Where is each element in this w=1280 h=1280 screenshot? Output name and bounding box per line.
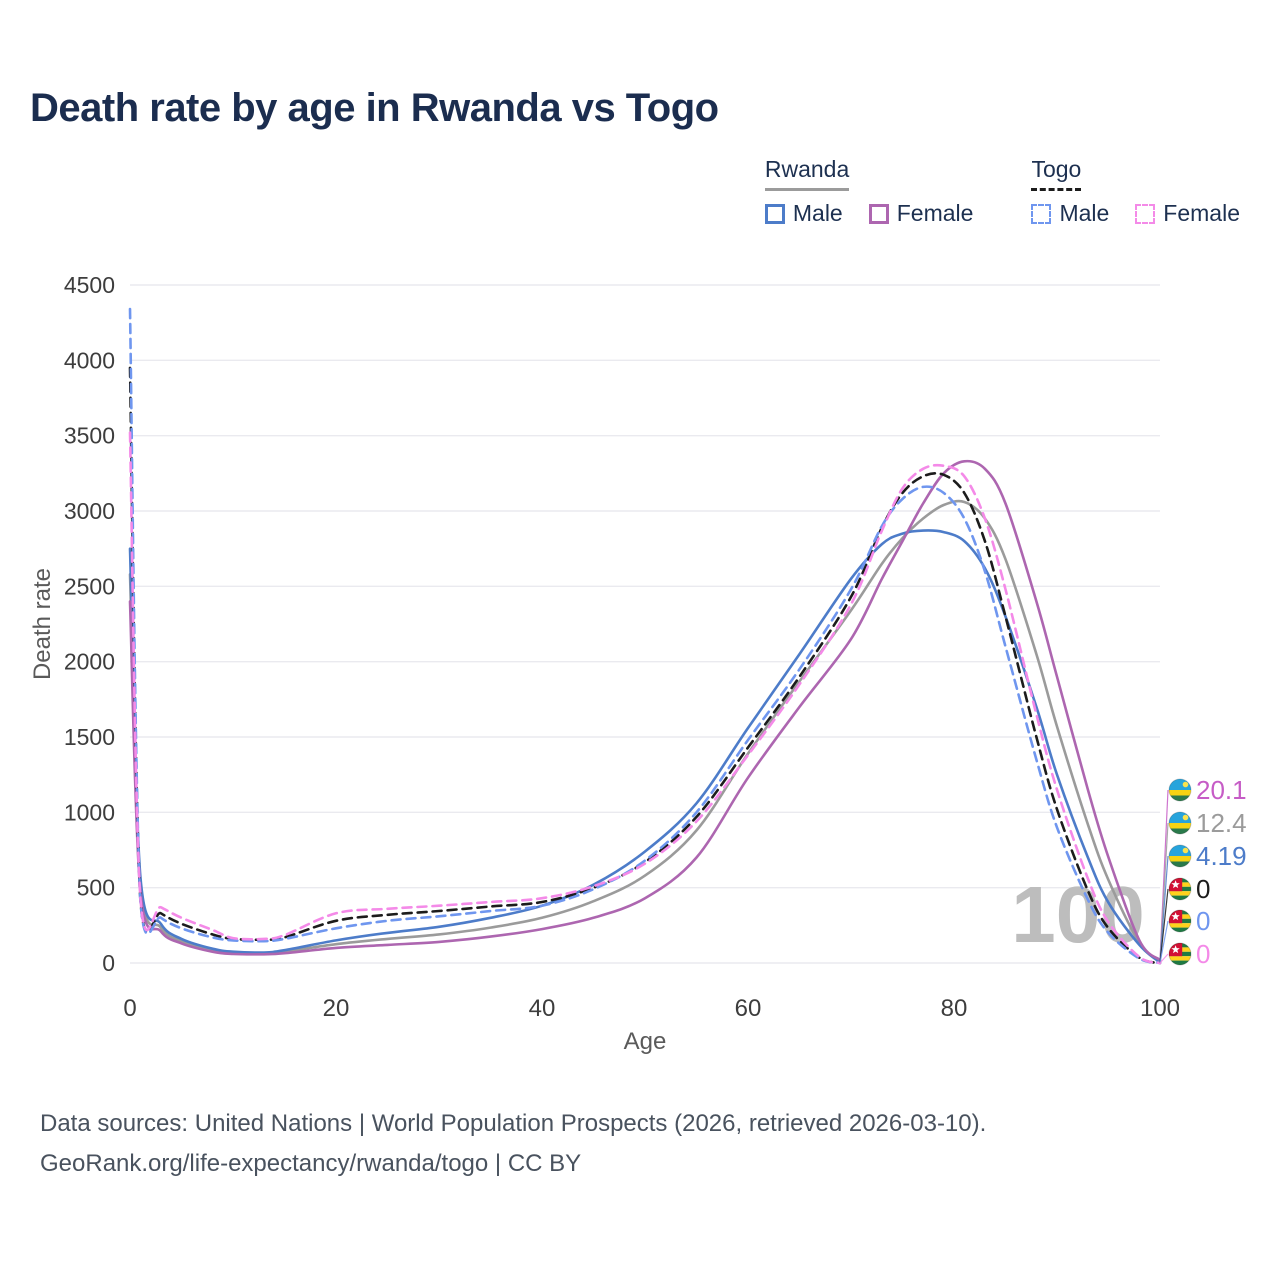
togo-flag-icon [1169,943,1191,965]
togo-flag-icon [1169,910,1191,932]
legend-items-rwanda: Male Female [764,200,974,227]
series-line-togo-both-sexes [128,366,1162,965]
togo-female-line-swatch-icon [1135,203,1156,224]
x-tick-label: 20 [323,995,350,1022]
legend-group-rwanda: Rwanda Male Female [764,156,974,227]
footer-attribution-link[interactable]: GeoRank.org/life-expectancy/rwanda/togo … [40,1150,582,1177]
legend-title-togo: Togo [1031,156,1082,191]
y-axis-title: Death rate [29,568,56,680]
footer-data-sources: Data sources: United Nations | World Pop… [40,1110,987,1137]
flag-border [1168,778,1192,802]
legend-item-togo-female[interactable]: Female [1135,200,1240,227]
end-label-leader [1159,888,1169,964]
legend-item-rwanda-male[interactable]: Male [764,200,843,227]
flag-border [1168,877,1192,901]
end-value-label: 20.1 [1196,775,1247,805]
end-label-leader [1159,855,1169,963]
y-tick-label: 4000 [64,347,115,373]
legend-title-rwanda: Rwanda [764,156,850,191]
x-tick-label: 0 [123,995,136,1022]
series-line-rwanda-female [128,459,1162,962]
rwanda-flag-icon [1169,845,1191,867]
legend-group-togo: Togo Male Female [1031,156,1240,227]
end-value-label: 0 [1196,939,1210,969]
x-tick-label: 100 [1140,995,1180,1022]
footer: Data sources: United Nations | World Pop… [40,1104,986,1184]
page-title: Death rate by age in Rwanda vs Togo [30,86,719,130]
y-tick-label: 2500 [64,573,115,599]
rwanda-flag-icon [1169,779,1191,801]
legend-items-togo: Male Female [1031,200,1240,227]
y-tick-label: 3000 [64,498,115,524]
flag-border [1168,811,1192,835]
y-tick-label: 500 [77,875,115,901]
y-tick-label: 1000 [64,799,115,825]
legend-item-togo-male[interactable]: Male [1031,200,1109,227]
end-value-label: 12.4 [1196,808,1247,838]
flag-border [1168,909,1192,933]
legend: Rwanda Male Female Togo Male [764,156,1240,227]
end-value-label: 4.19 [1196,841,1247,871]
flag-border [1168,942,1192,966]
legend-label-rwanda-female: Female [896,200,974,226]
togo-male-line-swatch-icon [1031,203,1052,224]
end-label-leader [1159,920,1169,964]
y-tick-label: 3500 [64,423,115,449]
rwanda-female-line-swatch-icon [868,203,889,224]
x-tick-label: 60 [735,995,762,1022]
flag-border [1168,844,1192,868]
x-axis-title: Age [624,1028,667,1055]
y-tick-label: 2000 [64,649,115,675]
y-tick-label: 4500 [64,272,115,298]
rwanda-male-line-swatch-icon [764,203,785,224]
series-line-rwanda-both-sexes [128,499,1162,963]
rwanda-flag-icon [1169,812,1191,834]
legend-label-togo-female: Female [1163,200,1240,226]
legend-label-rwanda-male: Male [792,200,843,226]
legend-item-rwanda-female[interactable]: Female [868,200,974,227]
end-label-leader [1159,953,1169,964]
x-tick-label: 40 [529,995,556,1022]
series-line-togo-male [128,307,1162,965]
y-tick-label: 0 [102,950,115,976]
series-line-togo-female [128,431,1162,965]
legend-label-togo-male: Male [1059,200,1110,226]
end-value-label: 0 [1196,874,1210,904]
y-tick-label: 1500 [64,724,115,750]
x-tick-label: 80 [941,995,968,1022]
togo-flag-icon [1169,878,1191,900]
end-value-label: 0 [1196,906,1210,936]
